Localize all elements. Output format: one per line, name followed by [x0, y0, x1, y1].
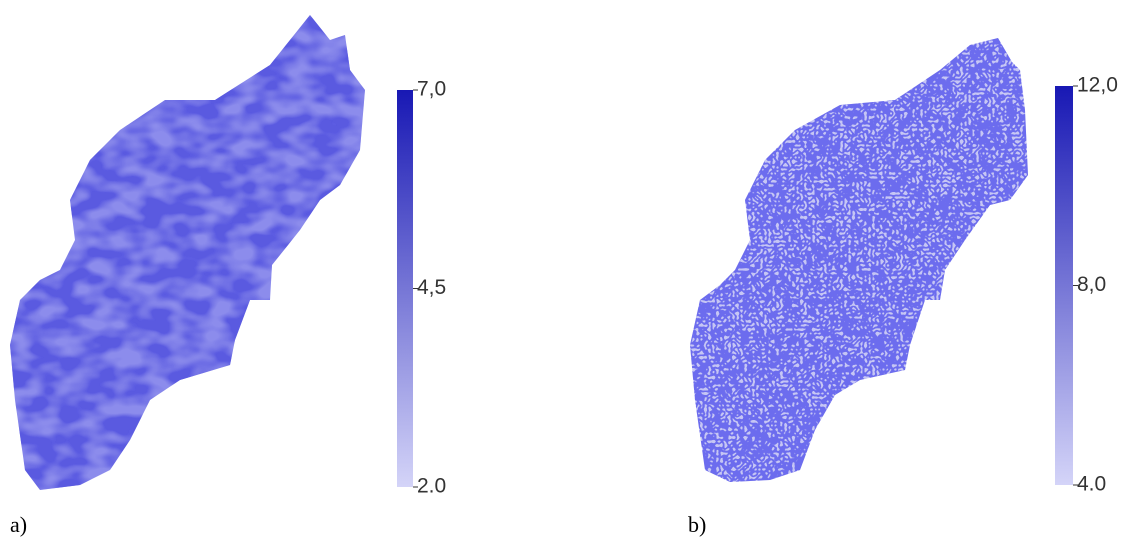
colorbar-tick-label: 4.0 — [1077, 473, 1106, 496]
colorbar-tick-label: 8,0 — [1077, 273, 1106, 296]
colorbar-tick-label: 4,5 — [417, 276, 446, 299]
panel-label: a) — [10, 512, 27, 537]
colorbar-tick-label: 12,0 — [1077, 74, 1118, 97]
panel-label: b) — [688, 512, 706, 537]
map-a — [10, 15, 365, 490]
colorbar — [397, 90, 413, 487]
colorbar-tick-label: 7,0 — [417, 78, 446, 101]
colorbar — [1055, 86, 1073, 485]
colorbar-tick-label: 2.0 — [417, 475, 446, 498]
map-b — [690, 38, 1028, 482]
